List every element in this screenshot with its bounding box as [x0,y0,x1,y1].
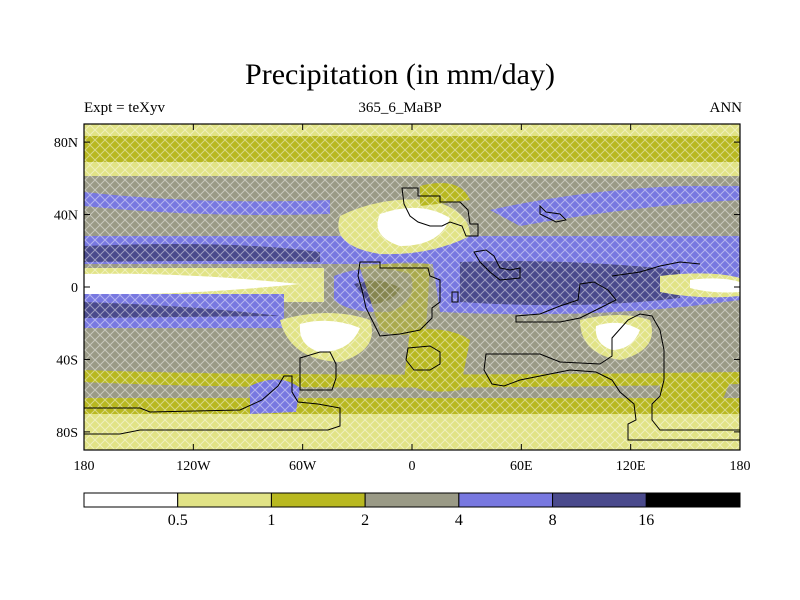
colorbar-swatch [177,492,272,508]
y-tick-label: 80S [56,426,78,441]
colorbar-label: 16 [638,512,654,529]
colorbar-label: 0.5 [168,512,188,529]
x-tick-label: 60W [289,459,317,474]
x-tick-label: 180 [730,459,751,474]
colorbar-label: 1 [267,512,275,529]
colorbar-label: 4 [455,512,463,529]
x-tick-label: 0 [409,459,416,474]
season-label: ANN [709,100,743,116]
colorbar-swatch [364,492,460,508]
x-tick-label: 120W [176,459,211,474]
x-tick-label: 180 [74,459,95,474]
longitude-axis: 180 120W 60W 0 60E 120E 180 [74,124,751,474]
y-tick-label: 40N [54,209,78,224]
colorbar-swatch [270,492,366,508]
colorbar-swatch [458,492,554,508]
y-tick-label: 40S [56,353,78,368]
y-tick-label: 0 [71,281,78,296]
colorbar-label: 8 [549,512,557,529]
y-tick-label: 80N [54,136,78,151]
colorbar-swatch [645,492,741,508]
plot-title: Precipitation (in mm/day) [245,58,555,91]
time-period-label: 365_6_MaBP [358,100,442,116]
x-tick-label: 120E [616,459,646,474]
x-tick-label: 60E [510,459,533,474]
colorbar [83,492,741,508]
latitude-axis: 80N 40N 0 40S 80S [54,136,740,441]
colorbar-label: 2 [361,512,369,529]
colorbar-swatch [552,492,647,508]
colorbar-swatch [83,492,179,508]
precipitation-field [84,124,740,450]
experiment-label: Expt = teXyv [84,100,165,116]
colorbar-labels: 0.5 1 2 4 8 16 [168,512,655,529]
